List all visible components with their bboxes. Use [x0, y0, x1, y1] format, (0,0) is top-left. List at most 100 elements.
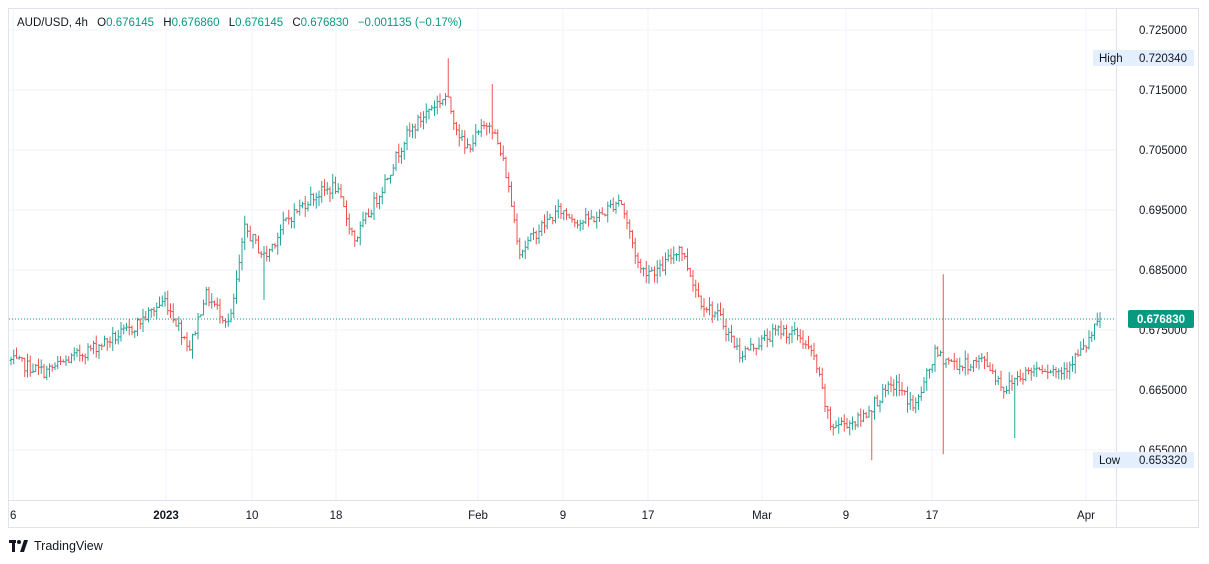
ohlc-bar: [325, 182, 329, 195]
ohlc-bar: [92, 340, 95, 355]
ohlc-bar: [892, 379, 896, 397]
ohlc-bar: [713, 311, 717, 318]
ohlc-bar: [53, 362, 57, 371]
ohlc-bar: [908, 391, 912, 410]
legend-close: 0.676830: [300, 17, 349, 29]
ohlc-bar: [171, 303, 175, 323]
high-marker-value: 0.720340: [1139, 53, 1187, 65]
ohlc-bar: [818, 366, 821, 377]
ohlc-bar: [939, 350, 942, 357]
ohlc-bar: [372, 192, 376, 220]
ohlc-bar: [837, 417, 841, 434]
ohlc-bar: [633, 237, 637, 265]
ohlc-bar: [116, 329, 120, 345]
ohlc-bar: [149, 308, 153, 318]
legend-change: −0.001135 (−0.17%): [357, 17, 462, 29]
ohlc-bar: [262, 246, 266, 300]
ohlc-bar: [169, 303, 172, 319]
ohlc-bar: [988, 362, 992, 372]
ohlc-bar: [108, 336, 112, 348]
ohlc-bar: [430, 104, 434, 111]
ohlc-bar: [631, 230, 634, 249]
ohlc-bar: [1079, 341, 1083, 356]
ohlc-bar: [881, 384, 885, 404]
ohlc-bar: [320, 180, 324, 203]
ohlc-bar: [944, 358, 948, 369]
ohlc-bar: [416, 114, 420, 132]
ohlc-bar: [862, 409, 865, 423]
ohlc-bar: [499, 142, 502, 157]
ohlc-bar: [977, 355, 981, 370]
ohlc-bar: [809, 344, 813, 357]
legend-open-label: O: [97, 17, 107, 29]
ohlc-bar: [441, 99, 445, 106]
ohlc-bar: [1007, 372, 1011, 394]
ohlc-bar: [702, 298, 706, 318]
ohlc-bar: [840, 417, 843, 426]
low-marker: Low 0.653320: [1093, 452, 1194, 469]
ohlc-bar: [100, 343, 104, 351]
axis-separators: [9, 9, 1198, 527]
ohlc-bar: [697, 282, 700, 298]
tradingview-logo[interactable]: TradingView: [9, 539, 103, 553]
ohlc-bar: [488, 122, 491, 134]
ohlc-bar: [1087, 330, 1091, 350]
ohlc-bar: [914, 397, 918, 414]
ohlc-bar: [28, 355, 32, 377]
ohlc-bar: [1035, 361, 1039, 377]
ohlc-bars: [9, 58, 1102, 461]
ohlc-bar: [570, 214, 574, 223]
ohlc-bar: [985, 352, 989, 368]
ohlc-bar: [796, 327, 799, 341]
ohlc-bar: [785, 324, 788, 344]
ohlc-bar: [358, 221, 362, 246]
ohlc-bar: [587, 211, 590, 227]
ohlc-bar: [405, 125, 409, 151]
ohlc-bar: [900, 382, 904, 396]
ohlc-bar: [482, 120, 486, 130]
ohlc-bar: [966, 353, 970, 375]
ohlc-bar: [906, 386, 909, 413]
ohlc-bar: [581, 219, 585, 230]
ohlc-bar: [675, 252, 678, 261]
ohlc-bar: [314, 192, 318, 209]
ohlc-bar: [353, 229, 357, 247]
ohlc-bar: [963, 350, 967, 376]
ohlc-bar: [138, 318, 142, 330]
ohlc-bar: [474, 124, 478, 147]
ohlc-bar: [752, 343, 755, 352]
ohlc-bar: [394, 151, 398, 172]
ohlc-bar: [738, 337, 742, 363]
ohlc-bar: [793, 322, 797, 336]
ohlc-bar: [820, 367, 824, 390]
ohlc-bar: [160, 295, 164, 307]
ohlc-bar: [493, 129, 497, 134]
ohlc-bar: [540, 220, 544, 237]
ohlc-bar: [743, 345, 747, 361]
ohlc-bar: [485, 122, 489, 136]
ohlc-bar: [859, 408, 863, 427]
ohlc-bar: [1054, 366, 1058, 379]
ohlc-bar: [578, 219, 582, 232]
ohlc-bar: [925, 368, 929, 391]
ohlc-bar: [89, 344, 93, 352]
ohlc-bar: [884, 384, 887, 398]
ohlc-bar: [86, 343, 90, 361]
ohlc-bar: [664, 252, 667, 276]
ohlc-bar: [598, 209, 601, 222]
ohlc-bar: [240, 237, 244, 271]
ohlc-bar: [961, 365, 964, 372]
ohlc-bar: [37, 358, 40, 376]
ohlc-bar: [210, 293, 214, 309]
ohlc-bar: [490, 84, 494, 140]
ohlc-bar: [798, 328, 802, 344]
ohlc-bar: [617, 194, 621, 207]
low-marker-value: 0.653320: [1139, 455, 1187, 467]
time-tick-label: 9: [560, 510, 566, 522]
ohlc-bar: [287, 209, 291, 225]
ohlc-bar: [72, 347, 76, 361]
ohlc-bar: [1016, 371, 1019, 386]
chart-frame[interactable]: [8, 8, 1199, 528]
legend-high: 0.676860: [171, 17, 220, 29]
